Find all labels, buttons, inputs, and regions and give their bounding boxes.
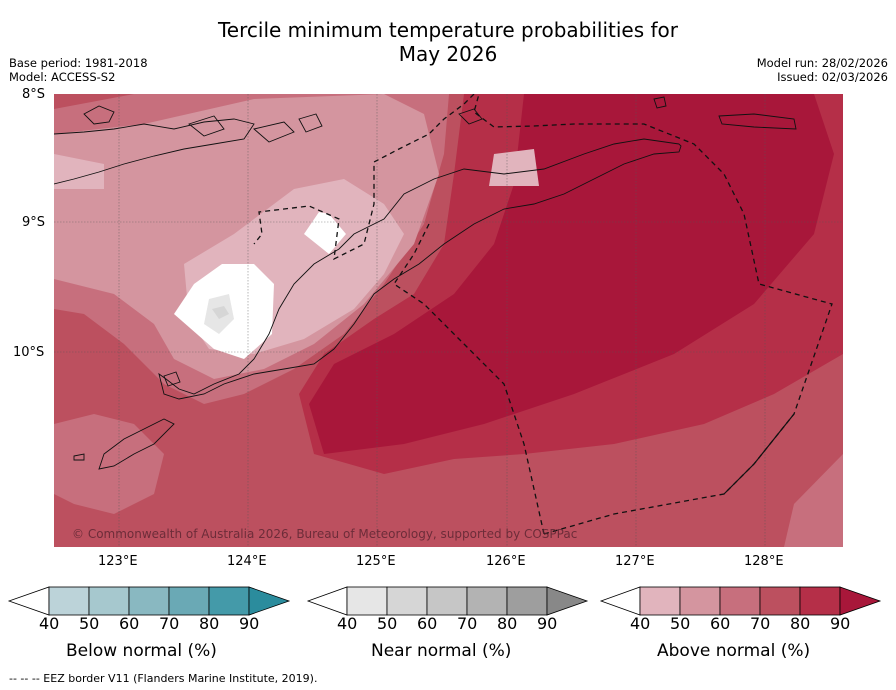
copyright-text: © Commonwealth of Australia 2026, Bureau…	[72, 527, 578, 541]
colorbar-near-segment	[386, 586, 428, 616]
colorbar-near-min-extend	[306, 586, 348, 616]
colorbar-above-segment	[679, 586, 721, 616]
colorbar-above-segment	[799, 586, 841, 616]
colorbar-above-segment	[639, 586, 681, 616]
colorbar-below-tick: 80	[199, 614, 220, 633]
colorbar-above-segment	[719, 586, 761, 616]
colorbar-below-tick: 70	[159, 614, 180, 633]
colorbar-below-segment	[48, 586, 90, 616]
lon-label-127e: 127°E	[615, 554, 655, 569]
coastline	[54, 96, 797, 470]
lon-label-128e: 128°E	[744, 554, 784, 569]
lat-label-8s: 8°S	[22, 87, 46, 102]
colorbar-below-tick: 50	[79, 614, 100, 633]
lon-label-124e: 124°E	[227, 554, 267, 569]
colorbar-below-segment	[128, 586, 170, 616]
colorbar-below-segment	[168, 586, 210, 616]
title-line-2: May 2026	[398, 42, 498, 66]
colorbar-near-tick: 70	[457, 614, 478, 633]
lat-label-10s: 10°S	[13, 345, 45, 360]
title-line-1: Tercile minimum temperature probabilitie…	[217, 18, 679, 42]
shade-40-50-ne	[489, 149, 539, 186]
colorbar-above-tick: 90	[830, 614, 851, 633]
model-run: Model run: 28/02/2026	[756, 56, 888, 70]
colorbar-near-tick: 50	[377, 614, 398, 633]
colorbar-above-tick: 70	[750, 614, 771, 633]
eez-border	[253, 94, 833, 535]
colorbar-below-tick: 60	[119, 614, 140, 633]
shade-60-70-sw	[54, 414, 164, 514]
colorbar-above-min-extend	[599, 586, 641, 616]
colorbar-below-max-extend	[248, 586, 291, 616]
colorbar-title-above: Above normal (%)	[657, 641, 811, 661]
colorbar-above-tick: 80	[790, 614, 811, 633]
colorbar-title-below: Below normal (%)	[66, 641, 217, 661]
shade-40-50-nw	[54, 154, 104, 189]
shade-near-normal-core	[212, 306, 229, 319]
model-name: Model: ACCESS-S2	[9, 70, 116, 84]
lon-label-123e: 123°E	[98, 554, 138, 569]
colorbar-above-tick: 50	[670, 614, 691, 633]
colorbar-below-tick: 40	[39, 614, 60, 633]
shade-90-core	[309, 94, 834, 454]
colorbar-below-tick: 90	[239, 614, 260, 633]
colorbar-near-segment	[506, 586, 548, 616]
colorbar-near-tick: 90	[537, 614, 558, 633]
eez-footnote: -- -- -- EEZ border V11 (Flanders Marine…	[9, 672, 318, 685]
colorbar-near-tick: 40	[337, 614, 358, 633]
colorbar-near-max-extend	[546, 586, 589, 616]
colorbar-strip	[7, 586, 882, 616]
colorbar-above-tick: 40	[630, 614, 651, 633]
colorbar-near-segment	[466, 586, 508, 616]
shade-60-70-se	[784, 454, 843, 547]
colorbar-near-segment	[346, 586, 388, 616]
colorbar-below-segment	[88, 586, 130, 616]
graticule	[54, 94, 843, 547]
lat-label-9s: 9°S	[22, 215, 46, 230]
colorbar-above-segment	[759, 586, 801, 616]
colorbar-below-segment	[208, 586, 250, 616]
colorbar-near-tick: 80	[497, 614, 518, 633]
colorbar-title-near: Near normal (%)	[371, 641, 512, 661]
base-period: Base period: 1981-2018	[9, 56, 148, 70]
colorbar-below-min-extend	[7, 586, 50, 616]
probability-map	[54, 94, 843, 547]
issued-date: Issued: 02/03/2026	[777, 70, 888, 84]
eez-solid-segment	[723, 413, 795, 495]
colorbar-above-tick: 60	[710, 614, 731, 633]
colorbar-above-max-extend	[839, 586, 882, 616]
map-title: Tercile minimum temperature probabilitie…	[0, 18, 896, 66]
lon-label-126e: 126°E	[486, 554, 526, 569]
meta-right: Model run: 28/02/2026 Issued: 02/03/2026	[757, 56, 888, 84]
colorbar-near-tick: 60	[417, 614, 438, 633]
lon-label-125e: 125°E	[356, 554, 396, 569]
colorbar-near-segment	[426, 586, 468, 616]
meta-left: Base period: 1981-2018 Model: ACCESS-S2	[9, 56, 148, 84]
